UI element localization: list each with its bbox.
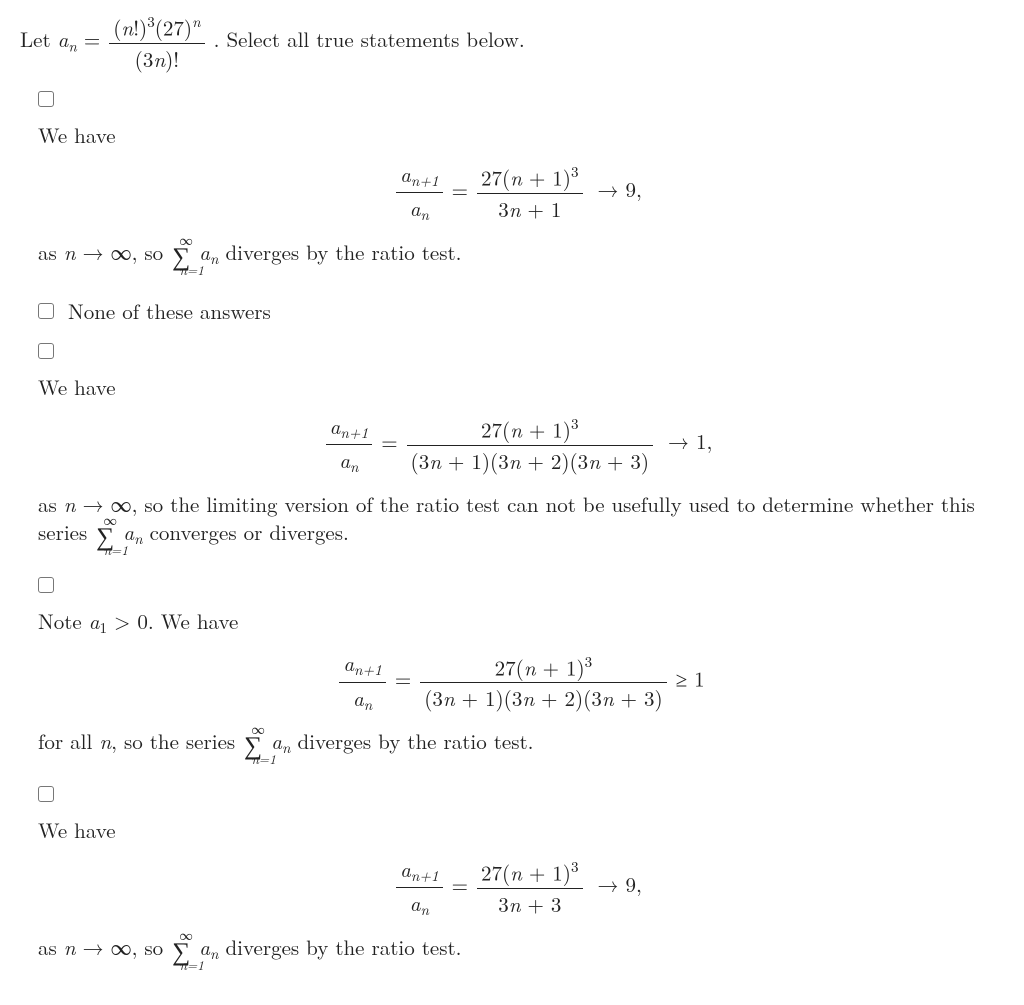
option-4: Note a1 > 0. We have an+1 an = 27(n + 1)… <box>38 577 1004 762</box>
option-1-body: We have an+1 an = 27(n + 1)3 3n + 1 → 9,… <box>38 121 1004 272</box>
checkbox-2[interactable] <box>38 303 54 319</box>
ratio-lhs: an+1 an <box>396 855 443 921</box>
option-2-label: None of these answers <box>68 297 271 325</box>
denominator: (3n)! <box>109 43 204 73</box>
geq: ≥ 1 <box>676 664 705 694</box>
ratio-lhs: an+1 an <box>339 649 386 715</box>
option-5-body: We have an+1 an = 27(n + 1)3 3n + 3 → 9,… <box>38 816 1004 967</box>
checkbox-5[interactable] <box>38 786 54 802</box>
checkbox-1[interactable] <box>38 91 54 107</box>
numerator: (n!)3(27)n <box>109 12 204 43</box>
ratio-rhs: 27(n + 1)3 3n + 1 <box>477 162 583 223</box>
lead: We have <box>38 372 116 402</box>
arrow: → 1, <box>662 426 718 456</box>
sum-icon: ∑∞n=1 <box>172 933 190 968</box>
equals: = <box>84 24 107 54</box>
text: Let <box>20 24 58 54</box>
lead: We have <box>38 120 116 150</box>
ratio-lhs: an+1 an <box>326 412 373 478</box>
arrow: → 9, <box>592 869 648 899</box>
sum-icon: ∑∞n=1 <box>244 727 262 762</box>
sub-n: n <box>68 35 77 56</box>
equation-5: an+1 an = 27(n + 1)3 3n + 3 → 9, <box>38 855 1004 921</box>
var-a: a <box>58 24 69 54</box>
ratio-rhs: 27(n + 1)3 3n + 3 <box>477 857 583 918</box>
equation-1: an+1 an = 27(n + 1)3 3n + 1 → 9, <box>38 160 1004 226</box>
checkbox-3[interactable] <box>38 343 54 359</box>
option-3: We have an+1 an = 27(n + 1)3 (3n + 1)(3n… <box>38 343 1004 553</box>
lead: We have <box>38 815 116 845</box>
equation-3: an+1 an = 27(n + 1)3 (3n + 1)(3n + 2)(3n… <box>38 412 1004 478</box>
equation-4: an+1 an = 27(n + 1)3 (3n + 1)(3n + 2)(3n… <box>38 649 1004 715</box>
option-3-body: We have an+1 an = 27(n + 1)3 (3n + 1)(3n… <box>38 373 1004 553</box>
checkbox-4[interactable] <box>38 577 54 593</box>
sum-icon: ∑∞n=1 <box>172 238 190 273</box>
option-4-body: Note a1 > 0. We have an+1 an = 27(n + 1)… <box>38 607 1004 762</box>
ratio-lhs: an+1 an <box>396 160 443 226</box>
fraction: (n!)3(27)n (3n)! <box>109 12 204 73</box>
sum-icon: ∑∞n=1 <box>96 518 114 553</box>
option-2: None of these answers <box>38 297 1004 325</box>
ratio-rhs: 27(n + 1)3 (3n + 1)(3n + 2)(3n + 3) <box>407 414 653 475</box>
question-prompt: Let an = (n!)3(27)n (3n)! . Select all t… <box>20 12 1004 73</box>
arrow: → 9, <box>592 174 648 204</box>
ratio-rhs: 27(n + 1)3 (3n + 1)(3n + 2)(3n + 3) <box>420 652 666 713</box>
option-1: We have an+1 an = 27(n + 1)3 3n + 1 → 9,… <box>38 91 1004 273</box>
option-5: We have an+1 an = 27(n + 1)3 3n + 3 → 9,… <box>38 786 1004 968</box>
text: . Select all true statements below. <box>214 24 525 54</box>
